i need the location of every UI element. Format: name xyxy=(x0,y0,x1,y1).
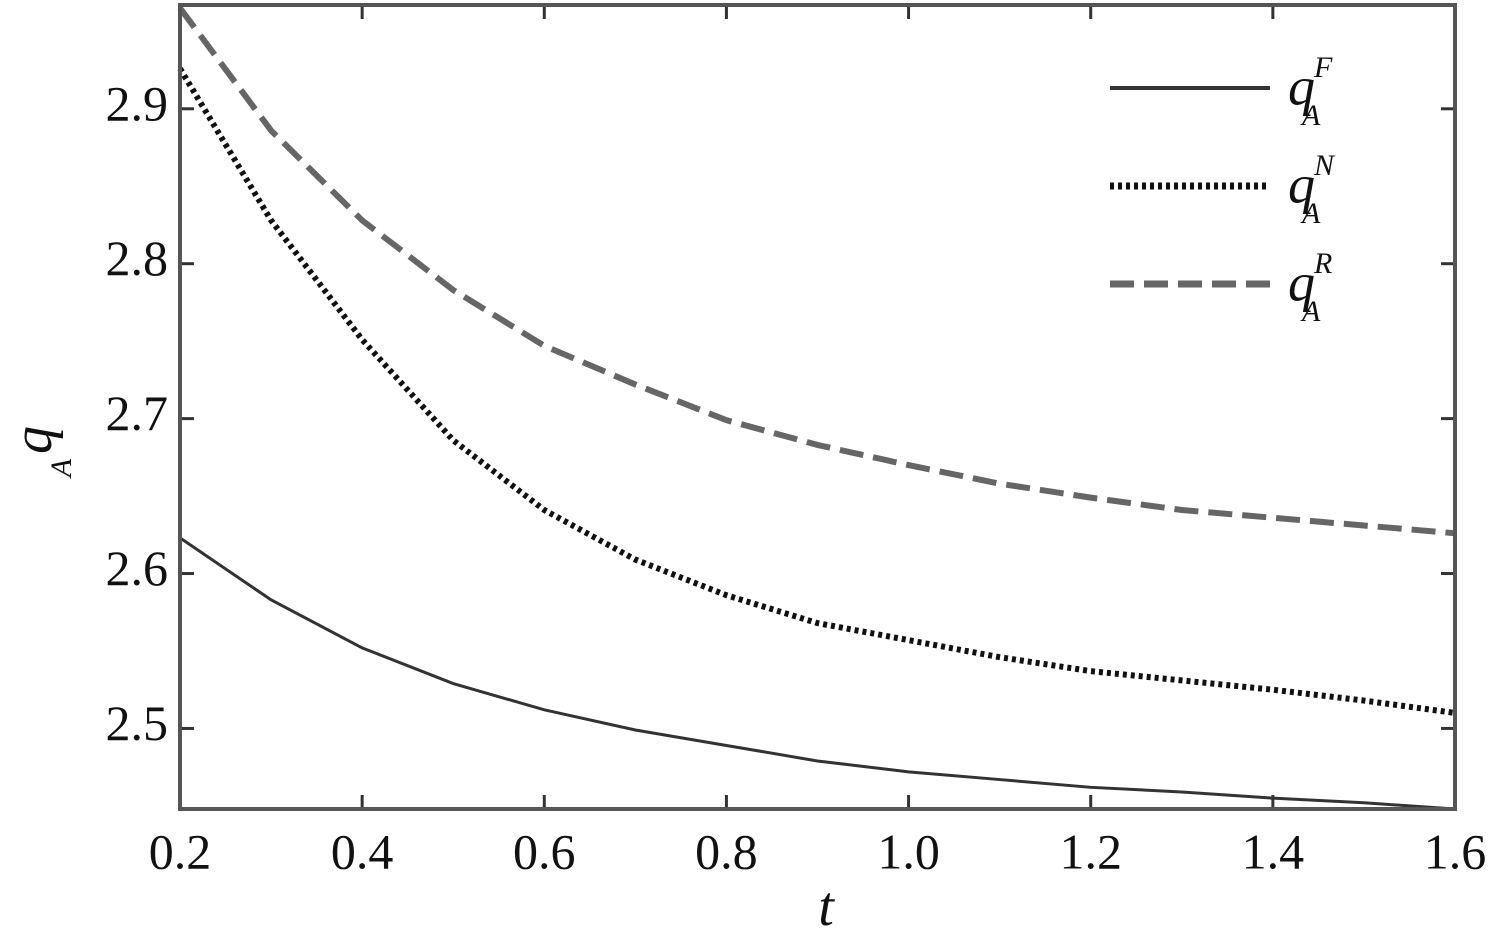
y-axis-symbol: q xyxy=(2,426,64,454)
x-tick-label: 1.4 xyxy=(1242,823,1305,879)
legend-label: q xyxy=(1288,252,1315,312)
x-tick-label: 1.6 xyxy=(1424,823,1487,879)
x-tick-label: 0.6 xyxy=(513,823,576,879)
x-tick-label: 1.0 xyxy=(877,823,940,879)
legend-label: q xyxy=(1288,56,1315,116)
y-tick-label: 2.9 xyxy=(106,75,169,131)
legend-subscript: A xyxy=(1300,295,1321,328)
series-line xyxy=(177,66,1456,716)
y-tick-label: 2.5 xyxy=(106,695,169,751)
y-tick-label: 2.6 xyxy=(106,540,169,596)
x-tick-label: 0.4 xyxy=(331,823,394,879)
legend-superscript: F xyxy=(1313,51,1333,84)
y-tick-label: 2.7 xyxy=(106,385,169,441)
legend-superscript: R xyxy=(1313,247,1332,280)
series-line xyxy=(177,6,1456,537)
legend-subscript: A xyxy=(1300,99,1321,132)
plot-frame xyxy=(178,3,1457,811)
series-line xyxy=(179,536,1456,811)
legend-label: q xyxy=(1288,154,1315,214)
legend-subscript: A xyxy=(1300,197,1321,230)
y-tick-label: 2.8 xyxy=(106,230,169,286)
x-tick-label: 1.2 xyxy=(1059,823,1122,879)
y-axis-subscript: A xyxy=(45,458,78,479)
x-axis-label: t xyxy=(818,876,835,935)
y-axis-label: q A xyxy=(2,426,78,479)
legend-superscript: N xyxy=(1313,149,1336,182)
x-tick-label: 0.2 xyxy=(149,823,212,879)
x-tick-label: 0.8 xyxy=(695,823,758,879)
